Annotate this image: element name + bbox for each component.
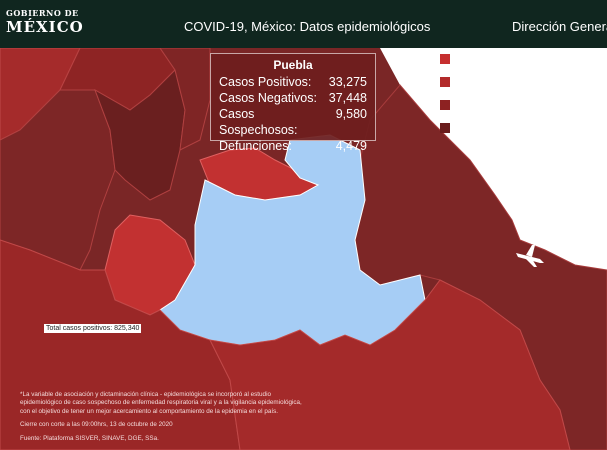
tooltip-value: 33,275 [328,75,367,89]
legend-item[interactable]: >80000 (2 estados) [437,122,577,145]
legend-swatch [440,123,450,133]
tooltip-label: Casos Negativos: [219,91,317,105]
logo-line2: MÉXICO [6,18,84,36]
logo-line1: GOBIERNO DE [6,8,79,18]
header-bar: GOBIERNO DE MÉXICO COVID-19, México: Dat… [0,0,607,48]
tooltip-value: 4,479 [335,139,367,153]
tooltip-value: 37,448 [328,91,367,105]
legend-count: (14 estados) [522,101,561,108]
map-legend: 5001 a 10000 (8 estados) 10001 a 20000 (… [437,53,577,145]
legend-swatch [440,100,450,110]
legend-item[interactable]: 10001 a 20000 (8 estados) [437,76,577,99]
tooltip-value: 9,580 [335,107,367,121]
legend-count: (8 estados) [522,55,558,62]
airplane-icon [516,245,544,267]
total-positive-cases: Total casos positivos: 825,340 [44,324,142,333]
legend-range: 5001 a 10000 [464,55,507,62]
legend-count: (2 estados) [522,124,558,131]
legend-range: 10001 a 20000 [464,78,511,85]
legend-range: >80000 [464,124,488,131]
source-note: Fuente: Plataforma SISVER, SINAVE, DGE, … [20,434,159,442]
state-region-southwest[interactable] [0,239,241,450]
state-tooltip: Puebla Casos Positivos: 33,275 Casos Neg… [210,53,376,153]
cutoff-note: Cierre con corte a las 09:00hrs, 13 de o… [20,421,173,429]
gulf-water [380,48,607,270]
tooltip-state-name: Puebla [273,58,313,72]
tooltip-row-suspected: Casos Sospechosos: 9,580 [219,106,367,138]
tooltip-label: Defunciones: [219,139,292,153]
state-region-south[interactable] [209,279,571,450]
footnote-line: *La variable de asociación y dictaminaci… [20,391,271,398]
legend-item[interactable]: 5001 a 10000 (8 estados) [437,53,577,76]
legend-item[interactable]: 20001 a 80000 (14 estados) [437,99,577,122]
legend-swatch [440,54,450,64]
tooltip-row-deaths: Defunciones: 4,479 [219,138,367,154]
tooltip-label: Casos Positivos: [219,75,312,89]
footnotes: *La variable de asociación y dictaminaci… [20,391,360,443]
state-region-center-north[interactable] [94,69,186,201]
header-agency-label: Dirección General d [512,19,607,34]
gobierno-logo[interactable]: GOBIERNO DE MÉXICO [6,9,84,35]
legend-range: 20001 a 80000 [464,101,511,108]
legend-count: (8 estados) [522,78,558,85]
page-title: COVID-19, México: Datos epidemiológicos [184,19,431,34]
tooltip-row-positive: Casos Positivos: 33,275 [219,74,367,90]
footnote-line: epidemiológico de caso sospechoso de enf… [20,399,302,407]
tooltip-row-negative: Casos Negativos: 37,448 [219,90,367,106]
tooltip-label: Casos Sospechosos: [219,107,298,137]
footnote-line: con el objetivo de tener un mejor acerca… [20,407,278,415]
legend-swatch [440,77,450,87]
